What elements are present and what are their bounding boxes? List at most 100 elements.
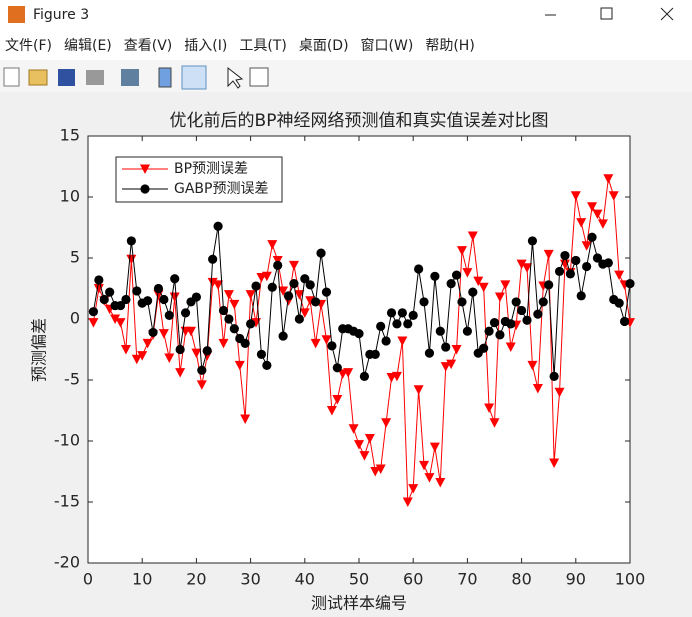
x-tick-label: 0	[83, 570, 93, 589]
menu-item[interactable]: 桌面(D)	[299, 38, 349, 54]
marker	[397, 336, 408, 346]
marker	[240, 414, 251, 425]
menu-item[interactable]: 工具(T)	[239, 38, 286, 54]
marker	[576, 218, 587, 228]
marker	[473, 276, 484, 287]
marker	[587, 202, 598, 212]
marker	[533, 309, 543, 319]
tool-property[interactable]	[249, 67, 269, 87]
marker	[261, 271, 272, 282]
marker	[386, 308, 397, 318]
marker	[370, 467, 381, 477]
marker	[424, 473, 435, 483]
marker	[587, 232, 597, 242]
marker	[625, 279, 635, 289]
marker	[126, 236, 136, 246]
marker	[327, 341, 337, 351]
tool-print[interactable]	[86, 70, 104, 85]
marker	[305, 280, 315, 290]
marker	[267, 240, 278, 250]
marker	[224, 314, 234, 324]
marker	[435, 326, 445, 336]
marker	[180, 308, 191, 318]
marker	[370, 349, 380, 359]
marker	[354, 440, 364, 450]
menu-item[interactable]: 帮助(H)	[425, 38, 474, 54]
marker	[456, 246, 467, 256]
marker	[359, 371, 370, 381]
tool-save[interactable]	[58, 69, 75, 86]
marker	[262, 360, 272, 370]
marker	[207, 277, 218, 288]
axes-box	[87, 135, 631, 564]
marker	[560, 250, 570, 261]
marker	[120, 345, 131, 355]
menu-item[interactable]: 窗口(W)	[361, 37, 414, 54]
x-tick-label: 80	[511, 570, 531, 589]
close-button[interactable]	[660, 7, 674, 21]
marker	[435, 477, 446, 488]
tool-pointer[interactable]	[227, 66, 244, 89]
tool-colorbar[interactable]	[158, 67, 172, 88]
marker	[359, 451, 370, 461]
marker	[105, 287, 115, 297]
marker	[332, 363, 342, 373]
legend-label: BP预测误差	[174, 161, 248, 177]
marker	[137, 351, 148, 361]
marker	[527, 360, 538, 371]
marker	[478, 282, 489, 293]
y-tick-label: -10	[54, 431, 80, 450]
marker	[544, 280, 554, 290]
marker	[457, 297, 467, 307]
marker	[213, 280, 224, 290]
marker	[489, 318, 500, 328]
marker	[348, 424, 359, 434]
marker	[278, 286, 289, 296]
marker	[570, 191, 581, 201]
menu-item[interactable]: 编辑(E)	[64, 38, 112, 54]
marker	[451, 345, 462, 355]
marker	[299, 308, 310, 318]
marker	[392, 319, 402, 329]
menu-item[interactable]: 查看(V)	[124, 38, 173, 54]
marker	[294, 314, 304, 324]
tool-legend[interactable]	[181, 65, 207, 90]
marker	[121, 294, 131, 305]
marker	[99, 294, 109, 305]
marker	[196, 380, 207, 390]
marker	[538, 297, 548, 307]
marker	[414, 264, 424, 274]
window-title: Figure 3	[33, 7, 89, 23]
menu-item[interactable]: 文件(F)	[5, 38, 52, 54]
marker	[462, 268, 473, 278]
marker	[614, 270, 625, 281]
marker	[310, 338, 321, 349]
marker	[554, 266, 565, 277]
series-line	[92, 226, 631, 377]
marker	[208, 254, 218, 264]
x-tick-label: 20	[186, 570, 206, 589]
marker	[148, 327, 158, 338]
maximize-button[interactable]	[600, 7, 613, 20]
marker	[614, 298, 624, 308]
marker	[140, 164, 150, 174]
marker	[94, 275, 104, 285]
tool-new[interactable]	[3, 67, 20, 87]
marker	[142, 338, 153, 349]
tool-open[interactable]	[28, 69, 48, 86]
tool-link[interactable]	[121, 69, 139, 86]
marker	[115, 300, 126, 311]
marker	[110, 314, 121, 324]
marker	[527, 236, 538, 246]
marker	[576, 291, 586, 301]
y-tick-label: 5	[70, 248, 80, 267]
marker	[197, 365, 207, 375]
marker	[88, 318, 99, 328]
menu-item[interactable]: 插入(I)	[184, 38, 227, 54]
marker	[115, 318, 126, 328]
y-tick-label: -15	[54, 492, 80, 511]
marker	[462, 326, 472, 336]
marker	[419, 460, 430, 471]
marker	[581, 241, 592, 251]
